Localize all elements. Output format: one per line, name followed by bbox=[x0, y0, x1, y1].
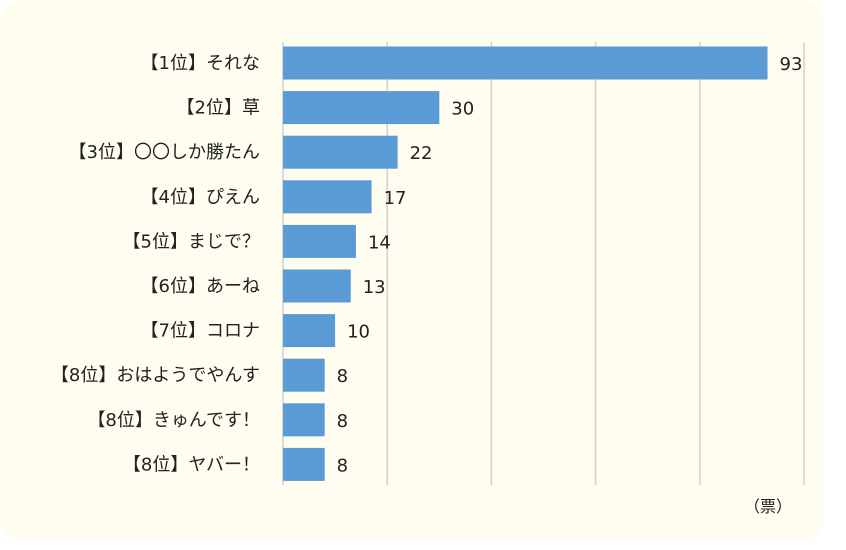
category-label: 【5位】まじで？ bbox=[123, 231, 260, 252]
bar bbox=[283, 269, 351, 303]
category-label: 【8位】きゅんです！ bbox=[87, 410, 260, 431]
bar bbox=[283, 358, 325, 392]
category-labels: 【1位】それな【2位】草【3位】〇〇しか勝たん【4位】ぴえん【5位】まじで？ 【6… bbox=[51, 53, 260, 475]
chart-background-panel bbox=[0, 0, 824, 540]
value-label: 8 bbox=[337, 411, 348, 432]
value-label: 30 bbox=[451, 99, 474, 120]
value-label: 14 bbox=[368, 232, 391, 253]
bar bbox=[283, 314, 336, 348]
bar bbox=[283, 447, 325, 481]
category-label: 【8位】ヤバー！ bbox=[123, 454, 260, 475]
bar bbox=[283, 46, 768, 80]
category-label: 【1位】それな bbox=[141, 53, 260, 74]
value-label: 13 bbox=[363, 277, 386, 298]
value-label: 8 bbox=[337, 455, 348, 476]
category-label: 【6位】あーね bbox=[141, 276, 260, 297]
category-label: 【8位】おはようでやんす bbox=[51, 365, 260, 386]
bar bbox=[283, 135, 398, 169]
value-label: 22 bbox=[410, 143, 433, 164]
unit-label: （票） bbox=[744, 497, 792, 516]
value-label: 10 bbox=[347, 322, 370, 343]
value-label: 17 bbox=[384, 188, 407, 209]
value-label: 8 bbox=[337, 366, 348, 387]
bar bbox=[283, 403, 325, 437]
bar bbox=[283, 91, 440, 125]
category-label: 【4位】ぴえん bbox=[141, 187, 260, 208]
value-labels: 93 30 22 17 14 13 10 8 8 8 bbox=[337, 54, 803, 476]
category-label: 【3位】〇〇しか勝たん bbox=[69, 142, 260, 163]
bars bbox=[283, 46, 768, 481]
bar bbox=[283, 224, 356, 258]
category-label: 【7位】コロナ bbox=[141, 321, 260, 342]
category-label: 【2位】草 bbox=[177, 98, 260, 119]
bar bbox=[283, 180, 372, 214]
value-label: 93 bbox=[780, 54, 803, 75]
